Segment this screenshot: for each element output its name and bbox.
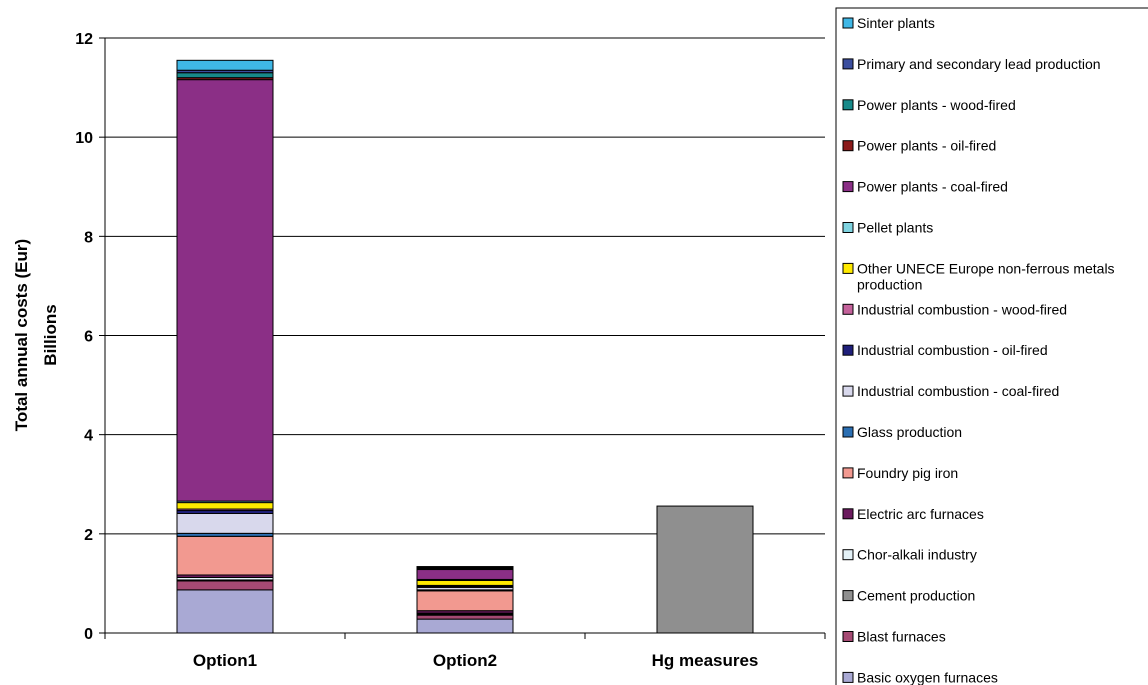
legend-entry-label: Primary and secondary lead production: [857, 56, 1101, 72]
legend-swatch: [842, 590, 854, 602]
bar-segment: [176, 79, 274, 502]
legend-swatch: [842, 303, 854, 315]
legend-swatch: [842, 671, 854, 683]
legend-swatch: [842, 222, 854, 233]
bar-segment: [176, 589, 274, 634]
bar-segment: [176, 513, 274, 534]
legend-swatch: [842, 140, 854, 152]
bar-segment: [176, 72, 274, 79]
bar-stacks: [176, 59, 754, 634]
legend-entry-label: Pellet plants: [857, 220, 933, 236]
legend-swatch: [842, 262, 854, 274]
legend-entry-label: Power plants - oil-fired: [857, 138, 996, 154]
y-tick-label: 12: [75, 31, 93, 48]
legend-swatch: [842, 58, 854, 70]
legend-swatch: [842, 181, 854, 193]
x-tick-label: Option2: [433, 651, 497, 670]
legend-frame: [835, 7, 1148, 685]
y-axis-title: Total annual costs (Eur): [12, 239, 31, 431]
legend-swatch: [842, 467, 854, 479]
legend: Sinter plants Primary and secondary lead …: [835, 7, 1148, 685]
legend-entry-label: Sinter plants: [857, 15, 935, 31]
y-tick-label: 8: [84, 229, 93, 246]
bar-segment: [176, 535, 274, 576]
legend-entry-label: Basic oxygen furnaces: [857, 669, 998, 685]
bar-segment: [176, 580, 274, 591]
legend-swatch: [842, 344, 854, 356]
legend-entry-label: Industrial combustion - coal-fired: [857, 383, 1059, 399]
legend-entry-label: Cement production: [857, 588, 975, 604]
x-tick-label: Hg measures: [652, 651, 759, 670]
bar-segment: [416, 590, 514, 612]
y-tick-label: 6: [84, 329, 93, 346]
legend-entry-label: Industrial combustion - oil-fired: [857, 342, 1048, 358]
legend-swatch: [842, 508, 854, 520]
x-tick-label: Option1: [193, 651, 257, 670]
legend-swatch: [842, 17, 854, 29]
bar-segment: [416, 614, 514, 620]
legend-entry-label: Blast furnaces: [857, 629, 946, 645]
y-tick-label: 4: [84, 428, 93, 445]
bar-segment: [416, 579, 514, 586]
legend-swatch: [842, 631, 854, 642]
y-tick-label: 10: [75, 130, 93, 147]
y-axis-units-label: Billions: [41, 304, 60, 365]
legend-swatch: [842, 385, 854, 397]
axes: 0 2 4 6 8 10 12 Option1 Option2 Hg measures: [75, 31, 826, 670]
legend-entry-label: Chor-alkali industry: [857, 547, 977, 563]
legend-swatch: [842, 99, 854, 111]
legend-entry-label: Other UNECE Europe non-ferrous metals pro…: [857, 260, 1115, 292]
bar-segment: [416, 618, 514, 634]
legend-entry-label: Foundry pig iron: [857, 465, 958, 481]
bar-segment: [176, 502, 274, 510]
legend-entry-label: Glass production: [857, 424, 962, 440]
bar-segment: [416, 569, 514, 580]
y-tick-label: 0: [84, 626, 93, 643]
legend-entry-label: Power plants - coal-fired: [857, 179, 1008, 195]
bar-segment: [176, 59, 274, 71]
legend-swatch: [842, 426, 854, 438]
legend-entry-label: Power plants - wood-fired: [857, 97, 1016, 113]
bar-segment: [656, 505, 754, 634]
legend-entry-label: Industrial combustion - wood-fired: [857, 301, 1067, 317]
y-tick-label: 2: [84, 527, 93, 544]
legend-swatch: [842, 549, 854, 561]
legend-entry-label: Electric arc furnaces: [857, 506, 984, 522]
